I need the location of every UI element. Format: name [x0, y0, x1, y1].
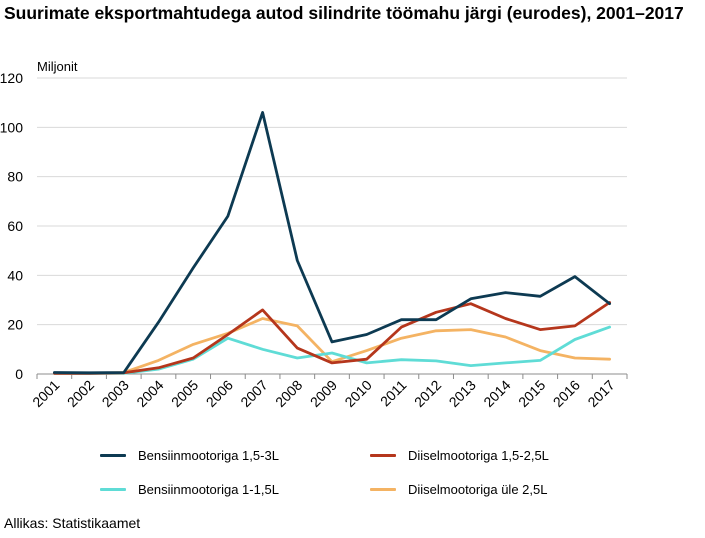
x-tick-label: 2008 [272, 377, 305, 410]
x-tick-label: 2012 [411, 377, 444, 410]
x-tick-label: 2016 [550, 377, 583, 410]
y-tick-label: 120 [0, 70, 23, 86]
x-tick-label: 2015 [515, 377, 548, 410]
x-tick-label: 2001 [29, 377, 62, 410]
x-tick-label: 2004 [133, 377, 166, 410]
x-tick-label: 2002 [64, 377, 97, 410]
y-axis-ticks: 0 20 40 60 80 100 120 [0, 70, 23, 382]
legend-swatch [100, 488, 126, 491]
gridlines [37, 77, 627, 326]
legend-label: Bensiinmootoriga 1,5-3L [138, 448, 279, 463]
series-lines [53, 111, 611, 375]
y-tick-label: 0 [15, 366, 23, 382]
legend-item-diisel-ule-2-5l: Diiselmootoriga üle 2,5L [370, 482, 547, 497]
y-tick-label: 60 [7, 218, 23, 234]
legend-swatch [370, 488, 396, 491]
x-tick-label: 2013 [446, 377, 479, 410]
chart-title: Suurimate eksportmahtudega autod silindr… [4, 3, 684, 23]
legend-item-bensiin-1-1-5l: Bensiinmootoriga 1-1,5L [100, 482, 279, 497]
legend-item-diisel-1-5-2-5l: Diiselmootoriga 1,5-2,5L [370, 448, 549, 463]
x-tick-label: 2003 [99, 377, 132, 410]
y-tick-label: 80 [7, 169, 23, 185]
legend-item-bensiin-1-5-3l: Bensiinmootoriga 1,5-3L [100, 448, 279, 463]
legend-swatch [370, 454, 396, 457]
series-line-1 [53, 301, 611, 375]
x-tick-label: 2017 [584, 377, 617, 410]
legend-swatch [100, 454, 126, 457]
legend-label: Bensiinmootoriga 1-1,5L [138, 482, 279, 497]
legend-label: Diiselmootoriga üle 2,5L [408, 482, 548, 497]
x-tick-label: 2010 [341, 377, 374, 410]
x-tick-label: 2007 [237, 377, 270, 410]
x-axis: 2001 2002 2003 2004 2005 2006 2007 2008 2009 2010… [29, 373, 628, 410]
source-note: Allikas: Statistikaamet [4, 515, 141, 531]
y-axis-label: Miljonit [37, 59, 78, 74]
series-line-3 [53, 317, 611, 375]
x-tick-label: 2011 [377, 377, 410, 410]
y-tick-label: 40 [7, 267, 23, 283]
x-tick-label: 2014 [480, 377, 513, 410]
legend-label: Diiselmootoriga 1,5-2,5L [408, 448, 549, 463]
y-tick-label: 20 [7, 317, 23, 333]
y-tick-label: 100 [0, 119, 23, 135]
x-tick-label: 2005 [168, 377, 201, 410]
legend: Bensiinmootoriga 1,5-3L Diiselmootoriga … [100, 440, 660, 510]
x-tick-label: 2009 [307, 377, 340, 410]
series-line-0 [53, 111, 611, 375]
x-tick-label: 2006 [203, 377, 236, 410]
